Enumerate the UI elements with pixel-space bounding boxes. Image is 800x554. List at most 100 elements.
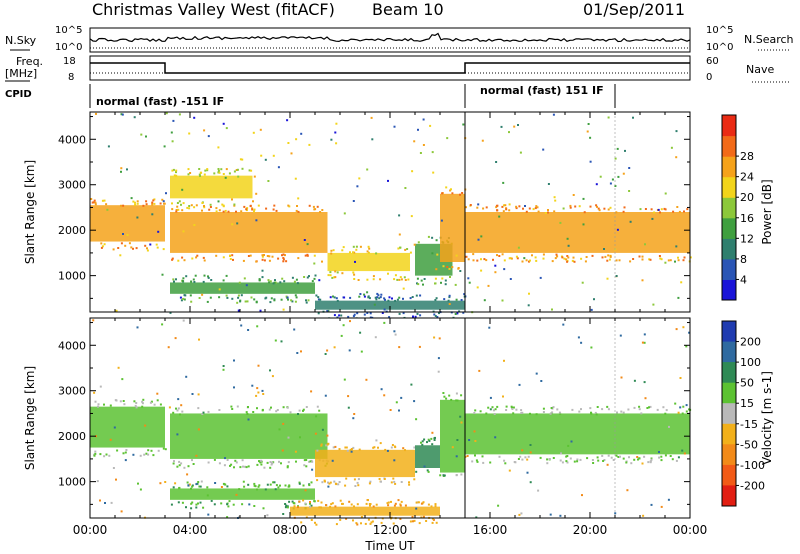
band-fill: [315, 300, 465, 310]
band-speckle: [327, 274, 330, 277]
scatter-point: [326, 349, 329, 352]
scatter-point: [487, 284, 490, 287]
scatter-point: [554, 199, 557, 202]
band-speckle: [496, 209, 499, 212]
band-speckle: [172, 486, 175, 489]
band-speckle: [359, 245, 362, 248]
band-speckle: [236, 301, 239, 304]
band-speckle: [175, 209, 178, 211]
band-speckle: [476, 460, 479, 463]
band-speckle: [532, 208, 535, 211]
band-speckle: [202, 506, 205, 509]
band-speckle: [188, 207, 191, 210]
scatter-point: [99, 385, 102, 388]
band-speckle: [294, 294, 297, 297]
ytick-label: 4000: [58, 133, 86, 146]
scatter-point: [96, 480, 99, 483]
band-speckle: [284, 254, 286, 257]
band-speckle: [496, 405, 499, 408]
scatter-point: [233, 386, 235, 389]
band-speckle: [274, 488, 277, 491]
band-speckle: [206, 486, 209, 489]
band-speckle: [258, 279, 261, 282]
band-speckle: [409, 251, 412, 254]
band-speckle: [328, 482, 331, 485]
scatter-point: [422, 118, 425, 121]
band-speckle: [455, 474, 458, 477]
band-speckle: [282, 258, 285, 261]
band-speckle: [434, 315, 437, 317]
band-speckle: [408, 481, 410, 484]
band-speckle: [672, 210, 675, 213]
band-speckle: [465, 255, 468, 258]
band-speckle: [419, 294, 422, 297]
band-speckle: [413, 519, 416, 522]
band-speckle: [277, 486, 280, 489]
band-speckle: [584, 260, 587, 263]
scatter-point: [582, 197, 585, 200]
band-speckle: [542, 407, 545, 410]
band-speckle: [448, 267, 451, 270]
scatter-point: [168, 406, 171, 409]
scatter-point: [578, 205, 581, 208]
band-speckle: [342, 246, 345, 249]
band-speckle: [357, 279, 360, 281]
band-speckle: [198, 168, 201, 170]
scatter-point: [642, 514, 645, 517]
band-speckle: [589, 205, 592, 208]
band-speckle: [144, 244, 147, 247]
band-speckle: [241, 167, 244, 170]
band-speckle: [262, 507, 265, 510]
scatter-point: [245, 284, 248, 287]
band-speckle: [522, 207, 524, 210]
band-speckle: [266, 483, 269, 486]
scatter-point: [431, 236, 434, 239]
band-speckle: [596, 406, 599, 408]
band-speckle: [559, 412, 562, 415]
scatter-point: [113, 426, 116, 429]
band-speckle: [520, 412, 523, 414]
band-speckle: [586, 457, 589, 460]
band-speckle: [213, 458, 216, 461]
scatter-point: [411, 170, 414, 173]
band-speckle: [282, 260, 285, 263]
scatter-point: [174, 482, 177, 485]
band-speckle: [601, 454, 604, 457]
data-band: [170, 167, 254, 209]
scatter-point: [459, 270, 462, 272]
band-speckle: [411, 515, 414, 518]
scatter-point: [517, 246, 520, 249]
band-speckle: [190, 204, 193, 207]
scatter-point: [180, 404, 183, 407]
scatter-point: [327, 485, 330, 488]
scatter-point: [282, 308, 285, 311]
scatter-point: [179, 296, 182, 299]
scatter-point: [163, 145, 166, 148]
band-speckle: [186, 481, 189, 484]
band-speckle: [379, 442, 382, 445]
scatter-point: [380, 388, 383, 391]
scatter-point: [255, 219, 258, 222]
scatter-point: [330, 138, 333, 141]
scatter-point: [480, 235, 483, 238]
band-speckle: [360, 516, 363, 518]
band-fill: [465, 212, 690, 253]
band-speckle: [675, 459, 678, 462]
band-speckle: [311, 460, 314, 463]
colorbar-segment: [722, 382, 736, 404]
scatter-point: [582, 223, 585, 226]
band-speckle: [246, 413, 249, 415]
band-speckle: [504, 204, 507, 207]
band-speckle: [291, 300, 294, 303]
scatter-point: [225, 127, 228, 130]
colorbar-tick-label: 15: [740, 397, 754, 410]
band-speckle: [310, 481, 313, 484]
band-speckle: [136, 202, 139, 205]
scatter-point: [429, 124, 432, 127]
scatter-point: [253, 175, 256, 178]
band-speckle: [479, 410, 482, 413]
band-speckle: [206, 300, 209, 303]
band-speckle: [246, 300, 249, 303]
band-speckle: [101, 245, 104, 248]
band-speckle: [578, 410, 581, 413]
